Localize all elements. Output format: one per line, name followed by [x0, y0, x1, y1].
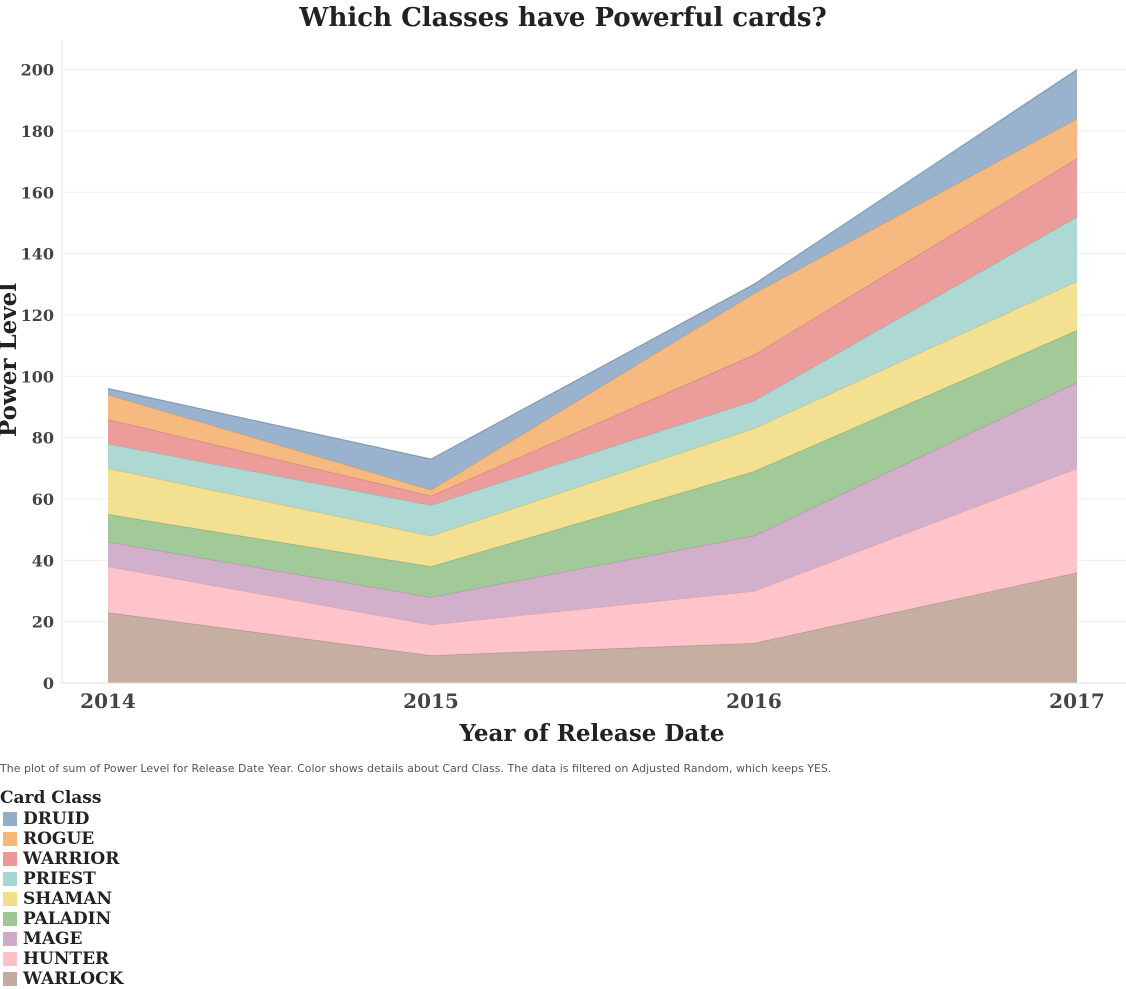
legend-item-druid[interactable]: DRUID — [0, 809, 123, 829]
legend-label: HUNTER — [23, 949, 110, 969]
area-edge-druid — [107, 69, 1078, 460]
area-chart: Which Classes have Powerful cards? 0 20 40… — [0, 3, 1126, 747]
legend: Card Class DRUID ROGUE WARRIOR PRIEST SHAMAN… — [0, 787, 123, 989]
area-priest — [108, 216, 1077, 536]
area-mage — [108, 382, 1077, 625]
area-shaman — [108, 281, 1077, 567]
legend-swatch — [3, 872, 17, 886]
area-hunter — [108, 468, 1077, 656]
legend-item-mage[interactable]: MAGE — [0, 929, 123, 949]
area-paladin — [108, 330, 1077, 598]
legend-item-paladin[interactable]: PALADIN — [0, 909, 123, 929]
legend-items: DRUID ROGUE WARRIOR PRIEST SHAMAN PALADIN MAGE… — [0, 809, 123, 989]
y-tick-label: 160 — [21, 183, 54, 202]
x-tick-label: 2017 — [1049, 689, 1105, 713]
y-tick-label: 200 — [21, 61, 54, 80]
legend-item-shaman[interactable]: SHAMAN — [0, 889, 123, 909]
area-edge-paladin — [107, 329, 1078, 568]
y-tick-label: 120 — [21, 306, 54, 325]
legend-swatch — [3, 932, 17, 946]
chart-caption: The plot of sum of Power Level for Relea… — [0, 762, 832, 775]
legend-label: ROGUE — [23, 829, 95, 849]
legend-swatch — [3, 912, 17, 926]
legend-item-priest[interactable]: PRIEST — [0, 869, 123, 889]
y-tick-label: 20 — [32, 613, 54, 632]
stacked-areas — [62, 69, 1126, 684]
y-axis-ticks: 0 20 40 60 80 100 120 140 160 180 200 — [21, 61, 54, 693]
legend-item-warlock[interactable]: WARLOCK — [0, 969, 123, 989]
area-rogue — [108, 118, 1077, 496]
legend-item-hunter[interactable]: HUNTER — [0, 949, 123, 969]
y-tick-label: 40 — [32, 551, 54, 570]
x-tick-label: 2016 — [726, 689, 782, 713]
area-warrior — [108, 158, 1077, 506]
legend-swatch — [3, 832, 17, 846]
legend-label: DRUID — [23, 809, 90, 829]
legend-swatch — [3, 892, 17, 906]
y-tick-label: 180 — [21, 122, 54, 141]
legend-label: MAGE — [23, 929, 83, 949]
chart-title: Which Classes have Powerful cards? — [298, 3, 826, 33]
legend-label: WARLOCK — [23, 969, 124, 989]
x-tick-label: 2014 — [80, 689, 136, 713]
legend-label: WARRIOR — [23, 849, 120, 869]
y-tick-label: 140 — [21, 245, 54, 264]
legend-item-warrior[interactable]: WARRIOR — [0, 849, 123, 869]
legend-swatch — [3, 972, 17, 986]
legend-swatch — [3, 852, 17, 866]
y-tick-label: 80 — [32, 429, 54, 448]
legend-swatch — [3, 812, 17, 826]
legend-label: PRIEST — [23, 869, 96, 889]
legend-title: Card Class — [0, 788, 102, 808]
x-axis-ticks: 2014 2015 2016 2017 — [80, 689, 1105, 713]
y-tick-label: 100 — [21, 367, 54, 386]
y-tick-label: 60 — [32, 490, 54, 509]
area-warlock — [108, 572, 1077, 683]
y-axis-title: Power Level — [0, 283, 22, 437]
legend-item-rogue[interactable]: ROGUE — [0, 829, 123, 849]
x-axis-title: Year of Release Date — [458, 720, 724, 747]
x-tick-label: 2015 — [403, 689, 459, 713]
legend-swatch — [3, 952, 17, 966]
y-tick-label: 0 — [43, 674, 54, 693]
legend-label: SHAMAN — [23, 889, 113, 909]
legend-label: PALADIN — [23, 909, 112, 929]
